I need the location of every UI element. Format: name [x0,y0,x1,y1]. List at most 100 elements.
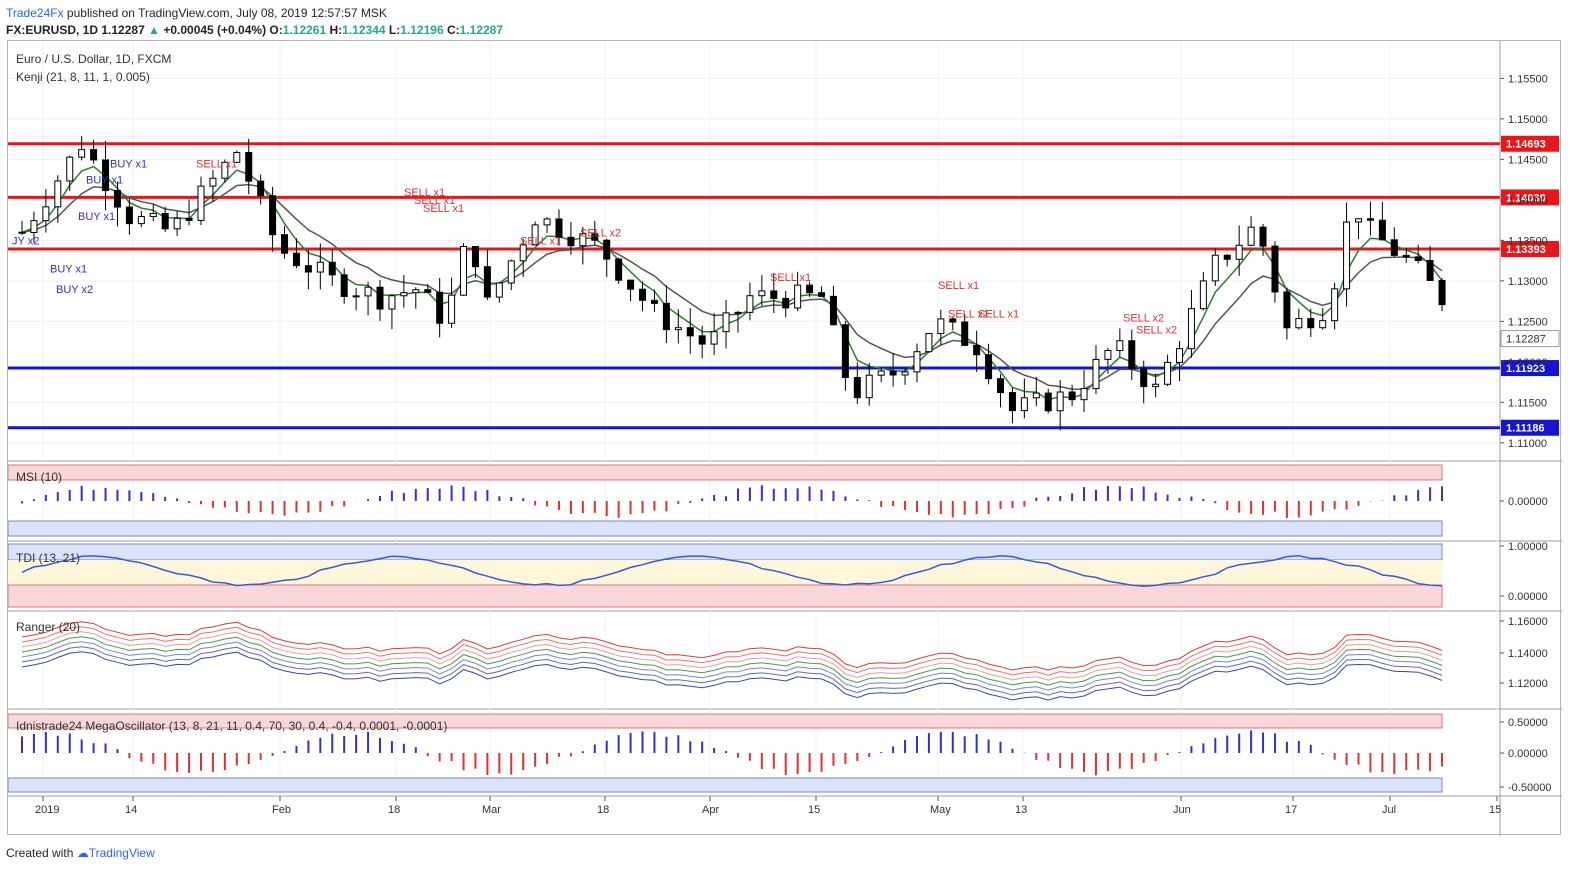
candle-body [376,286,384,310]
candle-body [603,239,611,260]
tdi-label: TDI (13, 21) [16,551,80,565]
candle-body [1164,361,1172,385]
signal-label: BUY x1 [110,158,147,170]
chart-canvas[interactable]: 1.14693 1.14030 1.13393 1.11923 1.11186 1.122… [8,41,1562,836]
time-tick-label: 18 [597,804,609,816]
price-tick-label: 1.14500 [1508,154,1548,166]
open-label: O: [269,23,283,37]
candle-body [483,266,491,298]
level-tag-label: 1.14693 [1506,139,1546,151]
signal-label: SELL x1 [770,272,811,284]
candle-body [448,294,456,324]
candle-body [567,236,575,247]
price-tick-label: 1.12000 [1508,357,1548,369]
candle-body [1008,392,1016,412]
candle-body [674,327,682,331]
ranger-line [21,636,1443,686]
chart-container[interactable]: 1.14693 1.14030 1.13393 1.11923 1.11186 1.122… [7,40,1562,836]
candle-body [889,370,897,376]
candle-body [245,151,253,182]
candle-body [30,220,38,233]
time-tick-label: Mar [482,804,501,816]
kenji-fast-line [21,165,1443,401]
mega-label: Idnistrade24 MegaOscillator (13, 8, 21, … [16,719,447,733]
publish-header: Trade24Fx published on TradingView.com, … [6,6,387,20]
last-price-tag [1500,330,1560,348]
candle-body [340,274,348,297]
candle-body [1247,226,1255,246]
time-tick-label: Apr [702,804,719,816]
candle-body [579,233,587,247]
high-value: 1.12344 [342,23,386,37]
signal-label: SELL x1 [423,203,464,215]
close-value: 1.12287 [459,23,504,37]
tdi-line [21,554,1443,587]
price-tick-label: 1.11500 [1508,397,1547,409]
candle-body [233,151,241,163]
publisher-link[interactable]: Trade24Fx [6,6,64,20]
low-value: 1.12196 [400,23,444,37]
kenji-label: Kenji (21, 8, 11, 1, 0.005) [16,70,150,84]
candle-body [997,378,1005,394]
candle-body [698,335,706,345]
tradingview-link[interactable]: TradingView [88,846,155,860]
price-tick-label: 1.13000 [1508,276,1548,288]
candle-body [806,284,814,294]
candle-body [1390,239,1398,256]
candle-body [1283,291,1291,329]
candle-body [794,284,802,309]
candle-body [925,333,933,353]
candle-body [662,302,670,331]
ranger-line [21,621,1443,671]
candle-body [782,297,790,309]
signal-label: SELL x2 [1136,324,1177,336]
signal-label: SELL x1 [414,195,455,207]
mega-tick-label: 0.00000 [1508,748,1548,760]
candle-body [173,217,181,230]
candle-body [42,206,50,222]
candle-body [734,311,742,314]
candle-body [495,282,503,298]
candle-body [102,159,110,192]
candle-body [400,292,408,297]
candle-body [686,327,694,337]
candle-body [328,261,336,276]
candle-body [865,374,873,399]
candle-body [1116,340,1124,351]
candle-body [1199,280,1207,310]
main-pane-title: Euro / U.S. Dollar, 1D, FXCM [16,52,171,66]
signal-label: SELL x1 [520,235,561,247]
signal-label: SELL x1 [978,308,1019,320]
signals: JY x2 BUY x1 BUY x2 BUY x1 BUY x1 BUY x1 SELL … [12,158,1177,336]
candle-body [1259,226,1267,247]
candle-body [1211,254,1219,282]
candle-body [1426,259,1434,281]
footer: Created with ☁TradingView [6,846,155,860]
candle-body [471,245,479,268]
candle-body [185,217,193,221]
ranger-tick-label: 1.16000 [1508,616,1548,628]
price-axis: 1.15500 1.15000 1.14500 1.14000 1.13500 1.130… [1500,73,1551,794]
candle-body [1355,218,1363,223]
signal-label: SELL x1 [948,308,989,320]
candle-body [412,289,420,294]
signal-label: SELL x2 [580,227,621,239]
candle-body [1295,318,1303,329]
close-label: C: [446,23,460,37]
signal-label: SELL x2 [1123,312,1164,324]
candle-body [113,190,121,208]
signal-label: SELL x1 [196,158,237,170]
candle-body [137,216,145,225]
tradingview-logo-icon[interactable]: ☁ [76,846,89,860]
ranger-label: Ranger (20) [16,620,80,634]
candle-body [209,177,217,187]
candle-body [1331,288,1339,322]
time-tick-label: 2019 [35,804,59,816]
candle-body [770,290,778,299]
candle-body [1319,320,1327,329]
candle-body [722,312,730,333]
time-tick-label: Jun [1173,804,1191,816]
candle-body [316,261,324,273]
candle-body [1402,254,1410,258]
candle-body [973,344,981,356]
